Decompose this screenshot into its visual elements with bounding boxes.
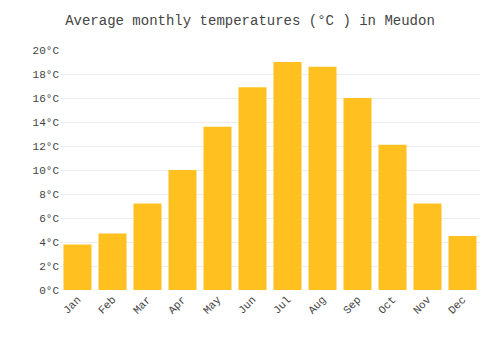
svg-text:Average monthly temperatures (: Average monthly temperatures (°C ) in Me… bbox=[65, 13, 435, 29]
svg-text:Sep: Sep bbox=[341, 294, 363, 316]
svg-text:8°C: 8°C bbox=[39, 189, 59, 201]
svg-text:Mar: Mar bbox=[131, 294, 153, 316]
svg-text:Jun: Jun bbox=[236, 294, 258, 316]
svg-text:2°C: 2°C bbox=[39, 261, 59, 273]
svg-text:Feb: Feb bbox=[96, 294, 118, 316]
svg-text:Jan: Jan bbox=[61, 294, 83, 316]
svg-text:12°C: 12°C bbox=[33, 141, 60, 153]
svg-text:18°C: 18°C bbox=[33, 69, 60, 81]
svg-text:Jul: Jul bbox=[271, 294, 293, 316]
svg-text:16°C: 16°C bbox=[33, 93, 60, 105]
svg-text:6°C: 6°C bbox=[39, 213, 59, 225]
svg-text:Dec: Dec bbox=[446, 294, 468, 316]
svg-text:20°C: 20°C bbox=[33, 45, 60, 57]
svg-text:10°C: 10°C bbox=[33, 165, 60, 177]
svg-text:14°C: 14°C bbox=[33, 117, 60, 129]
svg-text:4°C: 4°C bbox=[39, 237, 59, 249]
svg-text:Apr: Apr bbox=[166, 294, 188, 316]
svg-text:Nov: Nov bbox=[411, 294, 434, 317]
svg-text:Oct: Oct bbox=[376, 294, 398, 316]
svg-text:May: May bbox=[201, 294, 224, 317]
svg-text:0°C: 0°C bbox=[39, 285, 59, 297]
svg-text:Aug: Aug bbox=[306, 294, 328, 316]
